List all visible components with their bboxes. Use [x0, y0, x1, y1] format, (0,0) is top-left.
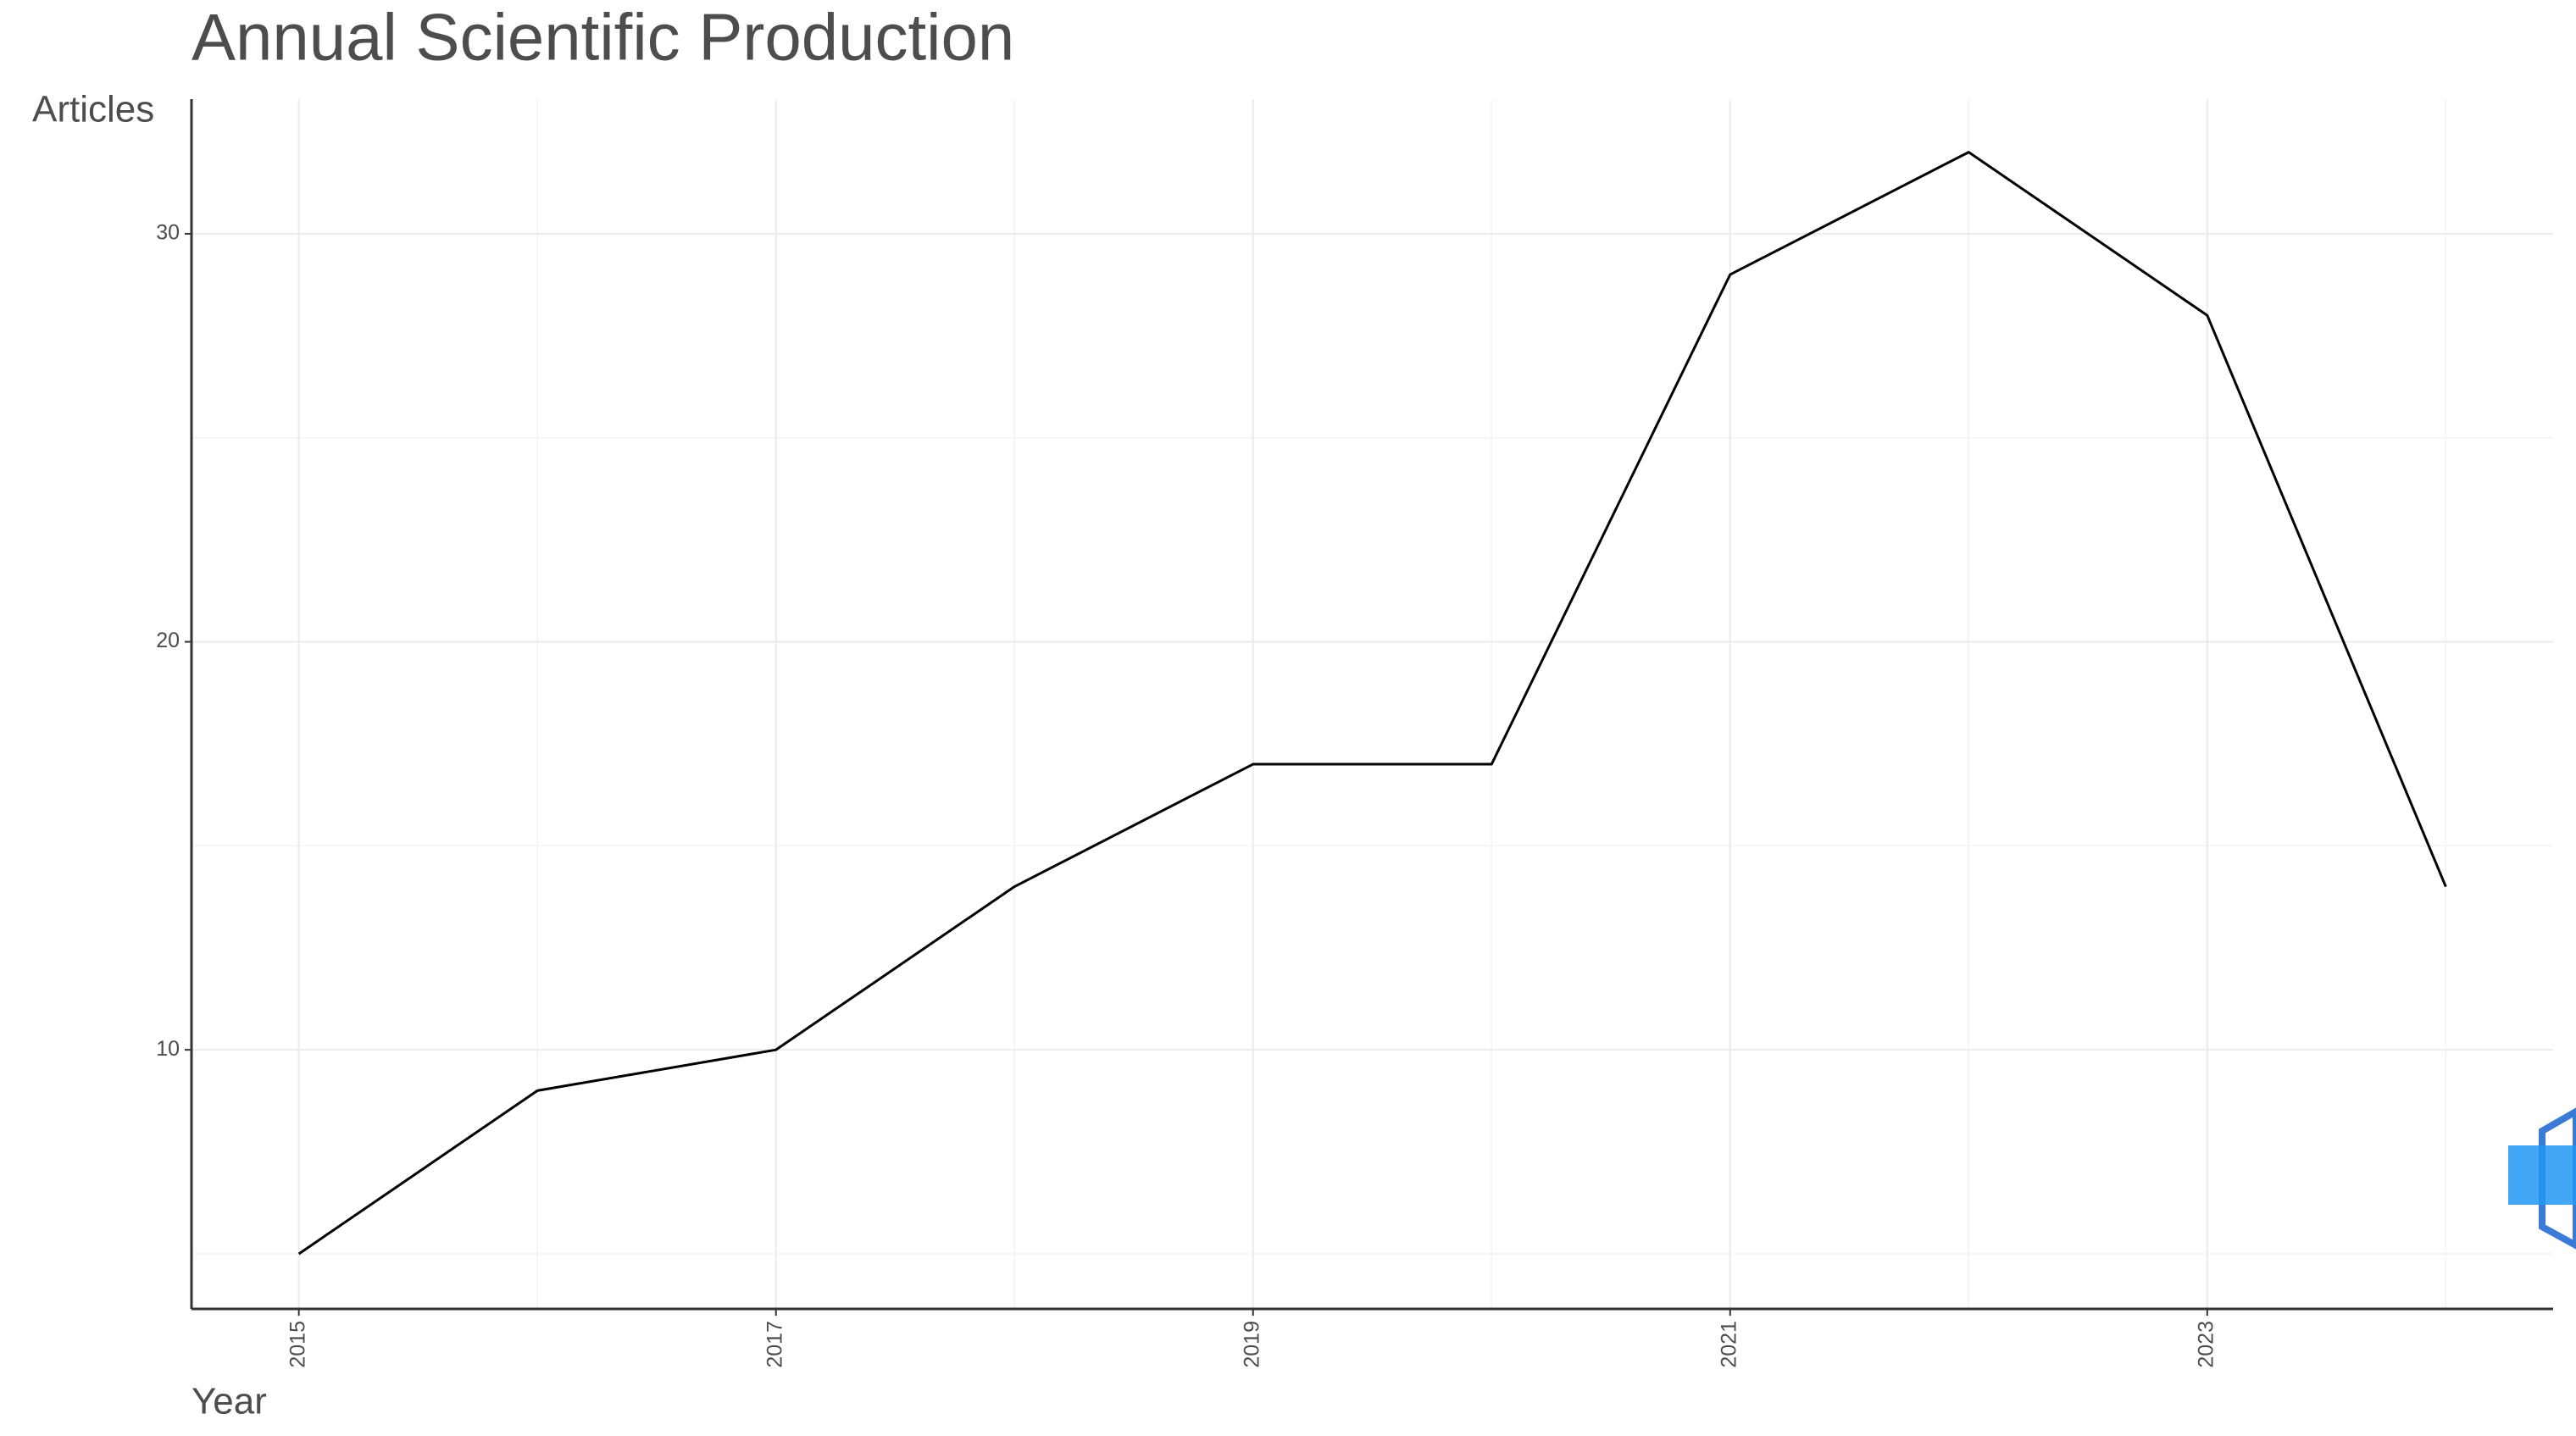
- y-tick-label: 30: [156, 221, 180, 245]
- y-tick-label: 10: [156, 1037, 180, 1061]
- line: [297, 151, 2447, 1256]
- logo: [2508, 1107, 2576, 1250]
- y-axis-label: Articles: [32, 89, 154, 130]
- chart-title: Annual Scientific Production: [192, 0, 1014, 75]
- x-tick-label: 2023: [2194, 1321, 2218, 1368]
- y-tick-label: 20: [156, 629, 180, 652]
- x-tick-label: 2021: [1717, 1321, 1740, 1368]
- x-tick-label: 2015: [286, 1321, 309, 1368]
- x-axis-label: Year: [192, 1381, 267, 1422]
- x-tick-label: 2017: [763, 1321, 786, 1368]
- x-tick-label: 2019: [1240, 1321, 1263, 1368]
